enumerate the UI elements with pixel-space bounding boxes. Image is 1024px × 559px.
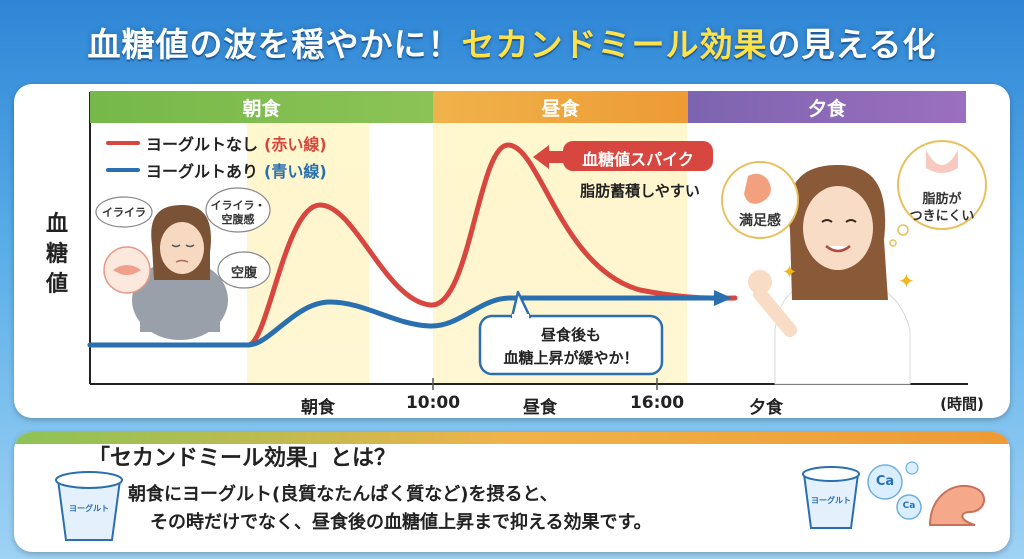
satisfied-text: 満足感 xyxy=(739,213,781,229)
calcium-text-small: Ca xyxy=(902,501,916,511)
irritated-text-2: イライラ・ xyxy=(210,199,266,212)
band-dinner: 夕食 xyxy=(688,91,966,123)
title-part1: 血糖値の波を穏やかに！ xyxy=(87,25,462,64)
x-label-dinner: 夕食 xyxy=(749,398,783,418)
x-label-1000: 10:00 xyxy=(405,393,461,413)
legend-blue-label: ヨーグルトあり xyxy=(146,162,259,181)
after-lunch-line2: 血糖上昇が緩やか！ xyxy=(503,349,639,367)
legend-red: ヨーグルトなし (赤い線) xyxy=(106,131,327,155)
band-dinner-label: 夕食 xyxy=(807,97,846,120)
bottom-heading: 「セカンドミール効果」とは？ xyxy=(88,446,397,471)
right-person xyxy=(748,165,911,385)
sparkle-icon-2: ✦ xyxy=(898,269,915,293)
bottom-line2: その時だけでなく、昼食後の血糖値上昇まで抑える効果です。 xyxy=(150,512,652,533)
title-part2: の見える化 xyxy=(767,25,937,64)
band-breakfast: 朝食 xyxy=(90,91,433,123)
series-blue-line xyxy=(87,295,718,348)
calcium-icon-small xyxy=(896,494,922,520)
x-label-unit: (時間) xyxy=(940,395,984,413)
legend-red-label: ヨーグルトなし xyxy=(146,135,259,154)
stomach-icon xyxy=(744,173,771,204)
spike-label: 血糖値スパイク xyxy=(582,150,694,169)
spike-arrow xyxy=(533,145,568,169)
bubble-irritated2 xyxy=(205,187,271,233)
series-red-line xyxy=(87,142,738,348)
sparkle-icon: ✦ xyxy=(782,262,797,283)
fat-less-line1: 脂肪が xyxy=(922,192,962,207)
page-title: 血糖値の波を穏やかに！ セカンドミール効果 の見える化 xyxy=(0,6,1024,78)
after-lunch-line1: 昼食後も xyxy=(540,326,601,344)
hungry-feel-text: 空腹感 xyxy=(221,213,255,226)
legend-blue: ヨーグルトあり (青い線) xyxy=(106,158,327,182)
spike-label-box xyxy=(563,141,713,171)
x-label-breakfast: 朝食 xyxy=(301,398,335,418)
hungry-text: 空腹 xyxy=(230,266,257,281)
after-lunch-callout xyxy=(478,314,664,376)
yogurt-cup-icon-right xyxy=(802,466,860,529)
bottom-line1: 朝食にヨーグルト(良質なたんぱく質など)を摂ると、 xyxy=(128,484,558,505)
irritated-text-1: イライラ xyxy=(102,206,146,219)
waist-icon xyxy=(926,150,958,173)
left-person xyxy=(132,205,228,340)
title-highlight: セカンドミール効果 xyxy=(461,25,768,64)
cup-label-left: ヨーグルト xyxy=(69,504,109,513)
bubble-fat-less xyxy=(897,140,987,230)
fat-less-line2: つきにくい xyxy=(909,209,975,224)
cup-label-right: ヨーグルト xyxy=(811,496,851,505)
band-lunch: 昼食 xyxy=(433,91,688,123)
blue-arrow-head xyxy=(714,290,732,306)
x-label-1600: 16:00 xyxy=(629,393,685,413)
bubble-irritated1 xyxy=(95,196,153,228)
fat-storage-text: 脂肪蓄積しやすい xyxy=(580,182,700,200)
bottom-accent-bar xyxy=(14,432,1010,444)
band-breakfast-label: 朝食 xyxy=(242,97,281,120)
y-axis-label: 血糖値 xyxy=(45,212,68,297)
x-label-lunch: 昼食 xyxy=(523,398,557,418)
calcium-icon xyxy=(867,464,903,500)
calcium-text: Ca xyxy=(875,474,895,489)
muscle-arm-icon xyxy=(928,484,985,526)
bubble-hungry xyxy=(217,251,271,289)
legend-blue-paren: (青い線) xyxy=(264,162,327,181)
legend-red-swatch xyxy=(106,141,140,145)
legend-blue-swatch xyxy=(106,168,140,172)
legend-red-paren: (赤い線) xyxy=(264,135,327,154)
yogurt-cup-icon xyxy=(55,471,123,541)
band-lunch-label: 昼食 xyxy=(541,97,580,120)
